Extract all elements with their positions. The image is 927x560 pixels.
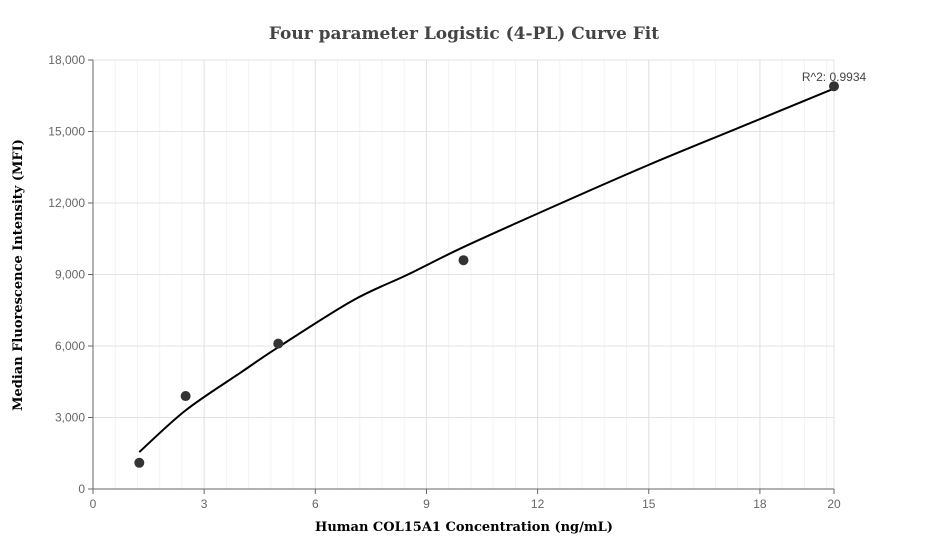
y-tick-label: 15,000 xyxy=(48,125,85,139)
r-squared-annotation: R^2: 0.9934 xyxy=(802,70,867,84)
axes: 0 3 6 9 12 15 18 20 0 3,000 6,000 9,000 12,000 15,000… xyxy=(48,53,841,511)
y-tick-label: 18,000 xyxy=(48,53,85,67)
y-tick-label: 3,000 xyxy=(55,411,85,425)
x-tick-label: 20 xyxy=(827,497,841,511)
x-tick-label: 12 xyxy=(531,497,545,511)
grid xyxy=(92,59,835,490)
x-tick-label: 15 xyxy=(642,497,656,511)
chart-title: Four parameter Logistic (4-PL) Curve Fit xyxy=(269,24,659,44)
points-layer xyxy=(134,81,839,468)
y-tick-label: 9,000 xyxy=(55,268,85,282)
data-point xyxy=(134,457,145,468)
x-tick-label: 18 xyxy=(753,497,767,511)
y-tick-label: 0 xyxy=(78,482,85,496)
data-point xyxy=(273,338,284,349)
data-point xyxy=(180,391,191,402)
fit-curve-layer xyxy=(138,87,835,453)
x-tick-label: 0 xyxy=(90,497,97,511)
y-tick-label: 6,000 xyxy=(55,339,85,353)
x-tick-label: 6 xyxy=(312,497,319,511)
x-tick-label: 3 xyxy=(201,497,208,511)
x-tick-label: 9 xyxy=(423,497,430,511)
fit-curve xyxy=(138,87,835,453)
data-point xyxy=(829,81,839,92)
x-axis-label: Human COL15A1 Concentration (ng/mL) xyxy=(315,520,613,535)
data-point xyxy=(458,255,469,266)
y-axis-label: Median Fluorescence Intensity (MFI) xyxy=(11,139,26,411)
y-tick-label: 12,000 xyxy=(48,196,85,210)
